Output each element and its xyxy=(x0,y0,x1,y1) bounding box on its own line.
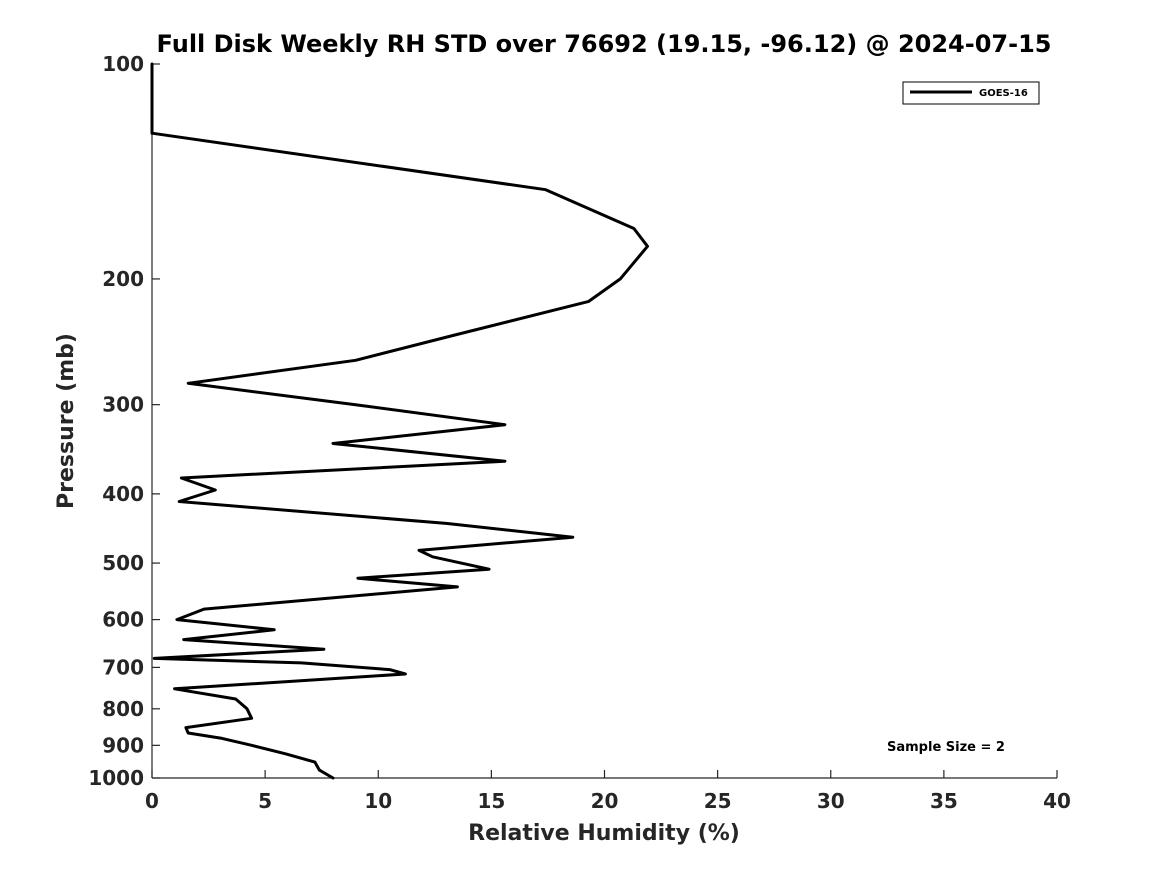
legend: GOES-16 xyxy=(902,81,1040,105)
y-axis-label: Pressure (mb) xyxy=(54,333,79,509)
y-tick-label: 100 xyxy=(102,52,144,76)
y-tick-label: 300 xyxy=(102,393,144,417)
y-tick-label: 800 xyxy=(102,697,144,721)
x-tick-label: 0 xyxy=(145,789,159,813)
y-tick-label: 1000 xyxy=(88,766,144,790)
y-ticks: 100 200 300 400 500 600 700 800 900 1000 xyxy=(88,52,160,790)
series-line-goes-16 xyxy=(150,62,649,780)
x-tick-label: 20 xyxy=(591,789,619,813)
x-tick-label: 15 xyxy=(477,789,505,813)
y-tick-label: 600 xyxy=(102,608,144,632)
legend-label-goes-16: GOES-16 xyxy=(979,88,1028,99)
x-tick-label: 40 xyxy=(1043,789,1071,813)
chart-title: Full Disk Weekly RH STD over 76692 (19.1… xyxy=(157,30,1052,58)
y-tick-label: 400 xyxy=(102,482,144,506)
x-axis-label: Relative Humidity (%) xyxy=(468,821,740,846)
y-tick-label: 900 xyxy=(102,733,144,757)
x-tick-label: 10 xyxy=(364,789,392,813)
sample-size-annotation: Sample Size = 2 xyxy=(887,740,1005,755)
y-tick-label: 700 xyxy=(102,655,144,679)
x-tick-label: 5 xyxy=(258,789,272,813)
x-tick-label: 30 xyxy=(817,789,845,813)
y-tick-label: 200 xyxy=(102,267,144,291)
x-tick-label: 35 xyxy=(930,789,958,813)
x-tick-label: 25 xyxy=(704,789,732,813)
x-ticks: 0 5 10 15 20 25 30 35 40 xyxy=(145,770,1071,813)
series-layer xyxy=(150,62,649,780)
y-tick-label: 500 xyxy=(102,551,144,575)
